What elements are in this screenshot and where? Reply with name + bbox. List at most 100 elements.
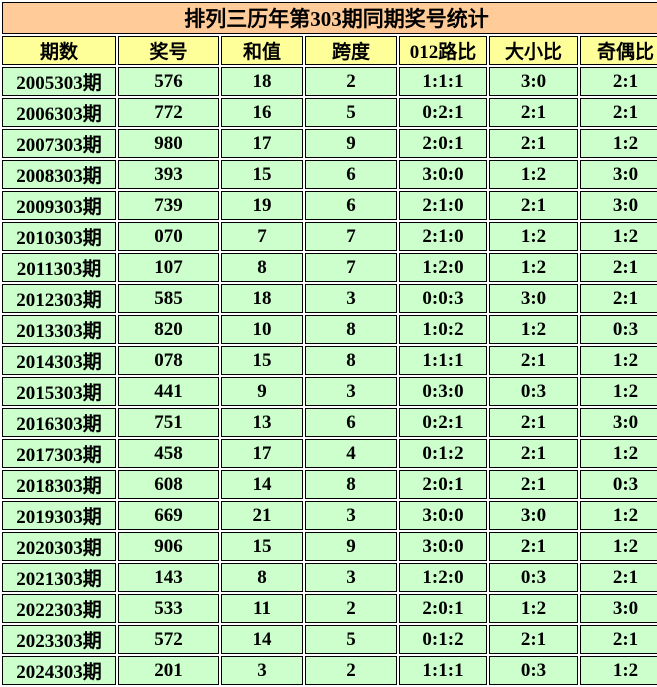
data-cell: 8 — [221, 563, 303, 592]
table-row: 2006303期 772 16 5 0:2:1 2:1 2:1 — [2, 98, 657, 127]
data-cell: 2:1 — [489, 129, 578, 158]
data-cell: 1:2:0 — [399, 563, 487, 592]
data-cell: 2021303期 — [2, 563, 116, 592]
data-cell: 2010303期 — [2, 222, 116, 251]
data-cell: 3 — [305, 501, 397, 530]
data-cell: 2008303期 — [2, 160, 116, 189]
data-cell: 2:1 — [580, 284, 657, 313]
table-row: 2015303期 441 9 3 0:3:0 0:3 1:2 — [2, 377, 657, 406]
data-cell: 669 — [118, 501, 219, 530]
data-cell: 9 — [305, 532, 397, 561]
data-cell: 3:0 — [580, 160, 657, 189]
data-cell: 4 — [305, 439, 397, 468]
table-row: 2020303期 906 15 9 3:0:0 2:1 1:2 — [2, 532, 657, 561]
data-cell: 14 — [221, 470, 303, 499]
column-header-6: 奇偶比 — [580, 36, 657, 65]
data-cell: 2020303期 — [2, 532, 116, 561]
data-cell: 21 — [221, 501, 303, 530]
data-cell: 3:0 — [489, 284, 578, 313]
data-cell: 3 — [221, 656, 303, 685]
data-cell: 070 — [118, 222, 219, 251]
column-header-0: 期数 — [2, 36, 116, 65]
table-row: 2005303期 576 18 2 1:1:1 3:0 2:1 — [2, 67, 657, 96]
data-cell: 393 — [118, 160, 219, 189]
data-cell: 8 — [305, 346, 397, 375]
table-row: 2014303期 078 15 8 1:1:1 2:1 1:2 — [2, 346, 657, 375]
data-cell: 1:2 — [580, 501, 657, 530]
data-cell: 1:2 — [489, 222, 578, 251]
data-cell: 2:1 — [580, 253, 657, 282]
data-cell: 3 — [305, 563, 397, 592]
data-cell: 15 — [221, 532, 303, 561]
data-cell: 0:3 — [580, 470, 657, 499]
table-row: 2021303期 143 8 3 1:2:0 0:3 2:1 — [2, 563, 657, 592]
table-row: 2012303期 585 18 3 0:0:3 3:0 2:1 — [2, 284, 657, 313]
data-cell: 2023303期 — [2, 625, 116, 654]
data-cell: 3:0:0 — [399, 532, 487, 561]
data-cell: 1:2 — [580, 129, 657, 158]
data-cell: 1:2 — [489, 253, 578, 282]
data-cell: 2022303期 — [2, 594, 116, 623]
data-cell: 0:3 — [489, 563, 578, 592]
data-cell: 3:0:0 — [399, 501, 487, 530]
data-cell: 0:3 — [489, 377, 578, 406]
table-row: 2018303期 608 14 8 2:0:1 2:1 0:3 — [2, 470, 657, 499]
data-cell: 6 — [305, 408, 397, 437]
data-cell: 2:1 — [489, 439, 578, 468]
table-row: 2019303期 669 21 3 3:0:0 3:0 1:2 — [2, 501, 657, 530]
data-cell: 7 — [305, 253, 397, 282]
data-cell: 2016303期 — [2, 408, 116, 437]
data-cell: 1:2 — [489, 594, 578, 623]
data-cell: 1:1:1 — [399, 67, 487, 96]
data-cell: 19 — [221, 191, 303, 220]
data-cell: 143 — [118, 563, 219, 592]
data-cell: 2:1 — [580, 67, 657, 96]
column-header-2: 和值 — [221, 36, 303, 65]
data-cell: 2009303期 — [2, 191, 116, 220]
data-cell: 441 — [118, 377, 219, 406]
data-cell: 2:1 — [580, 98, 657, 127]
table-row: 2007303期 980 17 9 2:0:1 2:1 1:2 — [2, 129, 657, 158]
column-header-3: 跨度 — [305, 36, 397, 65]
data-cell: 3 — [305, 377, 397, 406]
data-cell: 8 — [305, 315, 397, 344]
data-cell: 6 — [305, 191, 397, 220]
data-cell: 2 — [305, 67, 397, 96]
data-cell: 2:1 — [489, 98, 578, 127]
data-cell: 1:2 — [489, 315, 578, 344]
data-cell: 2:1 — [489, 625, 578, 654]
data-cell: 980 — [118, 129, 219, 158]
data-cell: 458 — [118, 439, 219, 468]
data-cell: 0:3:0 — [399, 377, 487, 406]
table-row: 2024303期 201 3 2 1:1:1 0:3 1:2 — [2, 656, 657, 685]
data-cell: 2 — [305, 594, 397, 623]
data-cell: 608 — [118, 470, 219, 499]
data-cell: 2019303期 — [2, 501, 116, 530]
column-header-5: 大小比 — [489, 36, 578, 65]
data-cell: 2 — [305, 656, 397, 685]
data-cell: 8 — [305, 470, 397, 499]
data-cell: 2:1 — [580, 625, 657, 654]
data-cell: 7 — [221, 222, 303, 251]
data-cell: 772 — [118, 98, 219, 127]
data-cell: 2:0:1 — [399, 594, 487, 623]
data-cell: 14 — [221, 625, 303, 654]
data-cell: 3:0 — [489, 67, 578, 96]
data-cell: 1:2 — [580, 656, 657, 685]
data-cell: 15 — [221, 346, 303, 375]
data-cell: 2015303期 — [2, 377, 116, 406]
data-cell: 585 — [118, 284, 219, 313]
data-cell: 2:1 — [580, 563, 657, 592]
data-cell: 906 — [118, 532, 219, 561]
table-row: 2009303期 739 19 6 2:1:0 2:1 3:0 — [2, 191, 657, 220]
data-cell: 1:2 — [580, 532, 657, 561]
data-cell: 3:0 — [580, 191, 657, 220]
data-cell: 2:1 — [489, 346, 578, 375]
data-cell: 1:2 — [489, 160, 578, 189]
data-cell: 201 — [118, 656, 219, 685]
data-cell: 5 — [305, 98, 397, 127]
data-cell: 3:0:0 — [399, 160, 487, 189]
table-row: 2023303期 572 14 5 0:1:2 2:1 2:1 — [2, 625, 657, 654]
data-cell: 3:0 — [580, 408, 657, 437]
